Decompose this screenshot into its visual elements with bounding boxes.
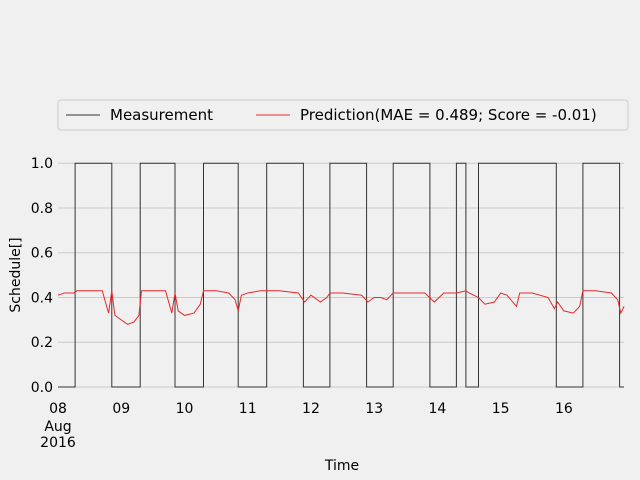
x-tick-label: 11 <box>239 401 257 417</box>
x-tick-sublabel: 2016 <box>40 435 76 451</box>
x-tick-label: 09 <box>112 401 130 417</box>
x-tick-sublabel: Aug <box>44 419 71 435</box>
y-tick-label: 0.0 <box>31 380 53 396</box>
x-tick-label: 08 <box>49 401 67 417</box>
x-tick-label: 14 <box>429 401 447 417</box>
x-axis-label: Time <box>324 458 359 474</box>
legend: Measurement Prediction(MAE = 0.489; Scor… <box>57 99 629 131</box>
x-tick-label: 10 <box>176 401 194 417</box>
x-tick-label: 13 <box>365 401 383 417</box>
x-tick-label: 16 <box>555 401 573 417</box>
series-line-prediction <box>57 290 625 325</box>
legend-label-prediction: Prediction(MAE = 0.489; Score = -0.01) <box>300 106 597 124</box>
y-tick-label: 0.6 <box>31 246 53 262</box>
series-lines <box>57 162 625 388</box>
grid-lines <box>58 162 624 388</box>
legend-box <box>57 99 629 131</box>
y-tick-label: 0.8 <box>31 201 53 217</box>
legend-label-measurement: Measurement <box>110 106 213 124</box>
y-axis-label: Schedule[] <box>8 237 24 312</box>
y-tick-label: 0.2 <box>31 335 53 351</box>
y-tick-label: 0.4 <box>31 290 53 306</box>
y-tick-label: 1.0 <box>31 156 53 172</box>
x-tick-label: 12 <box>302 401 320 417</box>
x-tick-label: 15 <box>492 401 510 417</box>
series-line-measurement <box>58 162 624 388</box>
